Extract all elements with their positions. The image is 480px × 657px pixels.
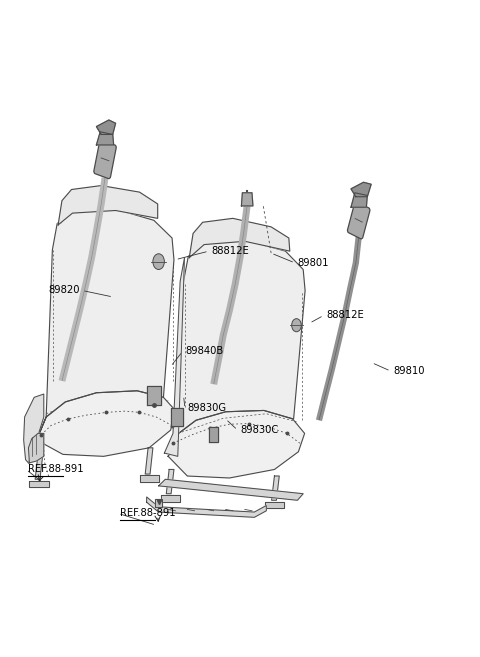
Polygon shape — [241, 193, 253, 206]
FancyBboxPatch shape — [348, 202, 370, 239]
Circle shape — [153, 254, 164, 269]
Polygon shape — [155, 499, 162, 507]
Polygon shape — [209, 428, 218, 442]
Polygon shape — [36, 391, 175, 457]
Polygon shape — [160, 495, 180, 501]
Text: 89801: 89801 — [298, 258, 329, 268]
Text: 89810: 89810 — [393, 366, 425, 376]
Polygon shape — [145, 448, 153, 474]
Polygon shape — [96, 120, 116, 135]
Polygon shape — [170, 409, 183, 426]
Polygon shape — [189, 218, 290, 258]
Polygon shape — [272, 476, 279, 500]
FancyBboxPatch shape — [94, 140, 116, 179]
Text: 88812E: 88812E — [326, 310, 364, 321]
Polygon shape — [166, 470, 174, 493]
Polygon shape — [164, 258, 184, 457]
Text: 88812E: 88812E — [211, 246, 249, 256]
Polygon shape — [265, 501, 284, 508]
Polygon shape — [351, 182, 371, 196]
Polygon shape — [96, 132, 114, 145]
Text: REF.88-891: REF.88-891 — [120, 509, 176, 518]
Polygon shape — [28, 434, 44, 463]
Polygon shape — [35, 455, 43, 480]
Polygon shape — [36, 209, 174, 440]
Polygon shape — [351, 193, 367, 207]
Polygon shape — [168, 411, 305, 478]
Text: 89840B: 89840B — [185, 346, 223, 357]
Polygon shape — [147, 497, 266, 517]
Text: REF.88-891: REF.88-891 — [28, 464, 84, 474]
Polygon shape — [29, 481, 48, 487]
Text: 89820: 89820 — [48, 286, 80, 296]
Text: 89830C: 89830C — [240, 425, 278, 435]
Text: 89830G: 89830G — [187, 403, 227, 413]
Polygon shape — [168, 240, 305, 457]
Polygon shape — [147, 386, 161, 405]
Polygon shape — [58, 185, 157, 225]
Polygon shape — [158, 480, 303, 500]
Polygon shape — [141, 476, 158, 482]
Circle shape — [292, 319, 301, 332]
Polygon shape — [24, 394, 44, 463]
